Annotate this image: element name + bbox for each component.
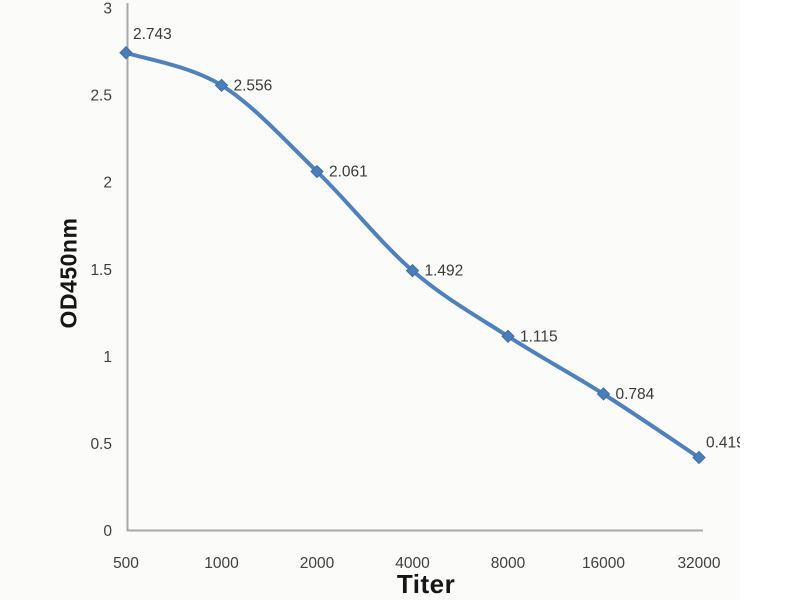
y-tick-label: 2 xyxy=(103,175,112,192)
data-point-label: 1.492 xyxy=(425,263,464,280)
x-tick-label: 16000 xyxy=(582,555,625,572)
data-point-label: 2.556 xyxy=(234,77,273,94)
axes xyxy=(126,3,703,532)
data-point-label: 2.743 xyxy=(133,26,172,43)
x-axis-ticks: 500 1000 2000 4000 8000 16000 32000 xyxy=(113,555,721,572)
x-tick-label: 4000 xyxy=(395,555,430,572)
y-tick-label: 1.5 xyxy=(90,262,112,279)
x-tick-label: 1000 xyxy=(204,555,239,572)
data-point-label: 1.115 xyxy=(520,328,558,345)
data-point-marker xyxy=(501,329,515,344)
data-point-marker xyxy=(692,450,706,465)
y-tick-label: 3 xyxy=(103,1,112,18)
x-axis-title: Titer xyxy=(396,569,456,599)
x-tick-label: 2000 xyxy=(300,555,335,572)
x-tick-label: 500 xyxy=(113,555,139,572)
y-tick-label: 2.5 xyxy=(90,88,112,105)
data-point-label: 2.061 xyxy=(329,164,368,181)
y-axis-ticks: 3 2.5 2 1.5 1 0.5 0 xyxy=(90,1,112,541)
x-tick-label: 8000 xyxy=(491,555,526,572)
series-line xyxy=(124,50,701,460)
y-tick-label: 0 xyxy=(103,523,112,540)
data-point-marker xyxy=(214,78,229,93)
data-point-marker xyxy=(310,164,324,179)
data-point-marker xyxy=(596,387,611,401)
y-axis-title: OD450nm xyxy=(55,217,82,329)
od450-titer-line-chart: 3 2.5 2 1.5 1 0.5 0 500 1000 2000 4000 8000 16000 320… xyxy=(55,0,740,599)
y-tick-label: 1 xyxy=(103,349,112,366)
data-point-marker xyxy=(405,263,420,278)
series-markers xyxy=(119,46,706,465)
data-point-label: 0.784 xyxy=(616,386,655,403)
data-point-label: 0.419 xyxy=(706,435,740,452)
y-tick-label: 0.5 xyxy=(90,436,112,453)
x-tick-label: 32000 xyxy=(677,555,720,572)
data-point-marker xyxy=(119,46,133,60)
data-labels: 2.743 2.556 2.061 1.492 1.115 0.784 0.419 xyxy=(133,26,740,452)
